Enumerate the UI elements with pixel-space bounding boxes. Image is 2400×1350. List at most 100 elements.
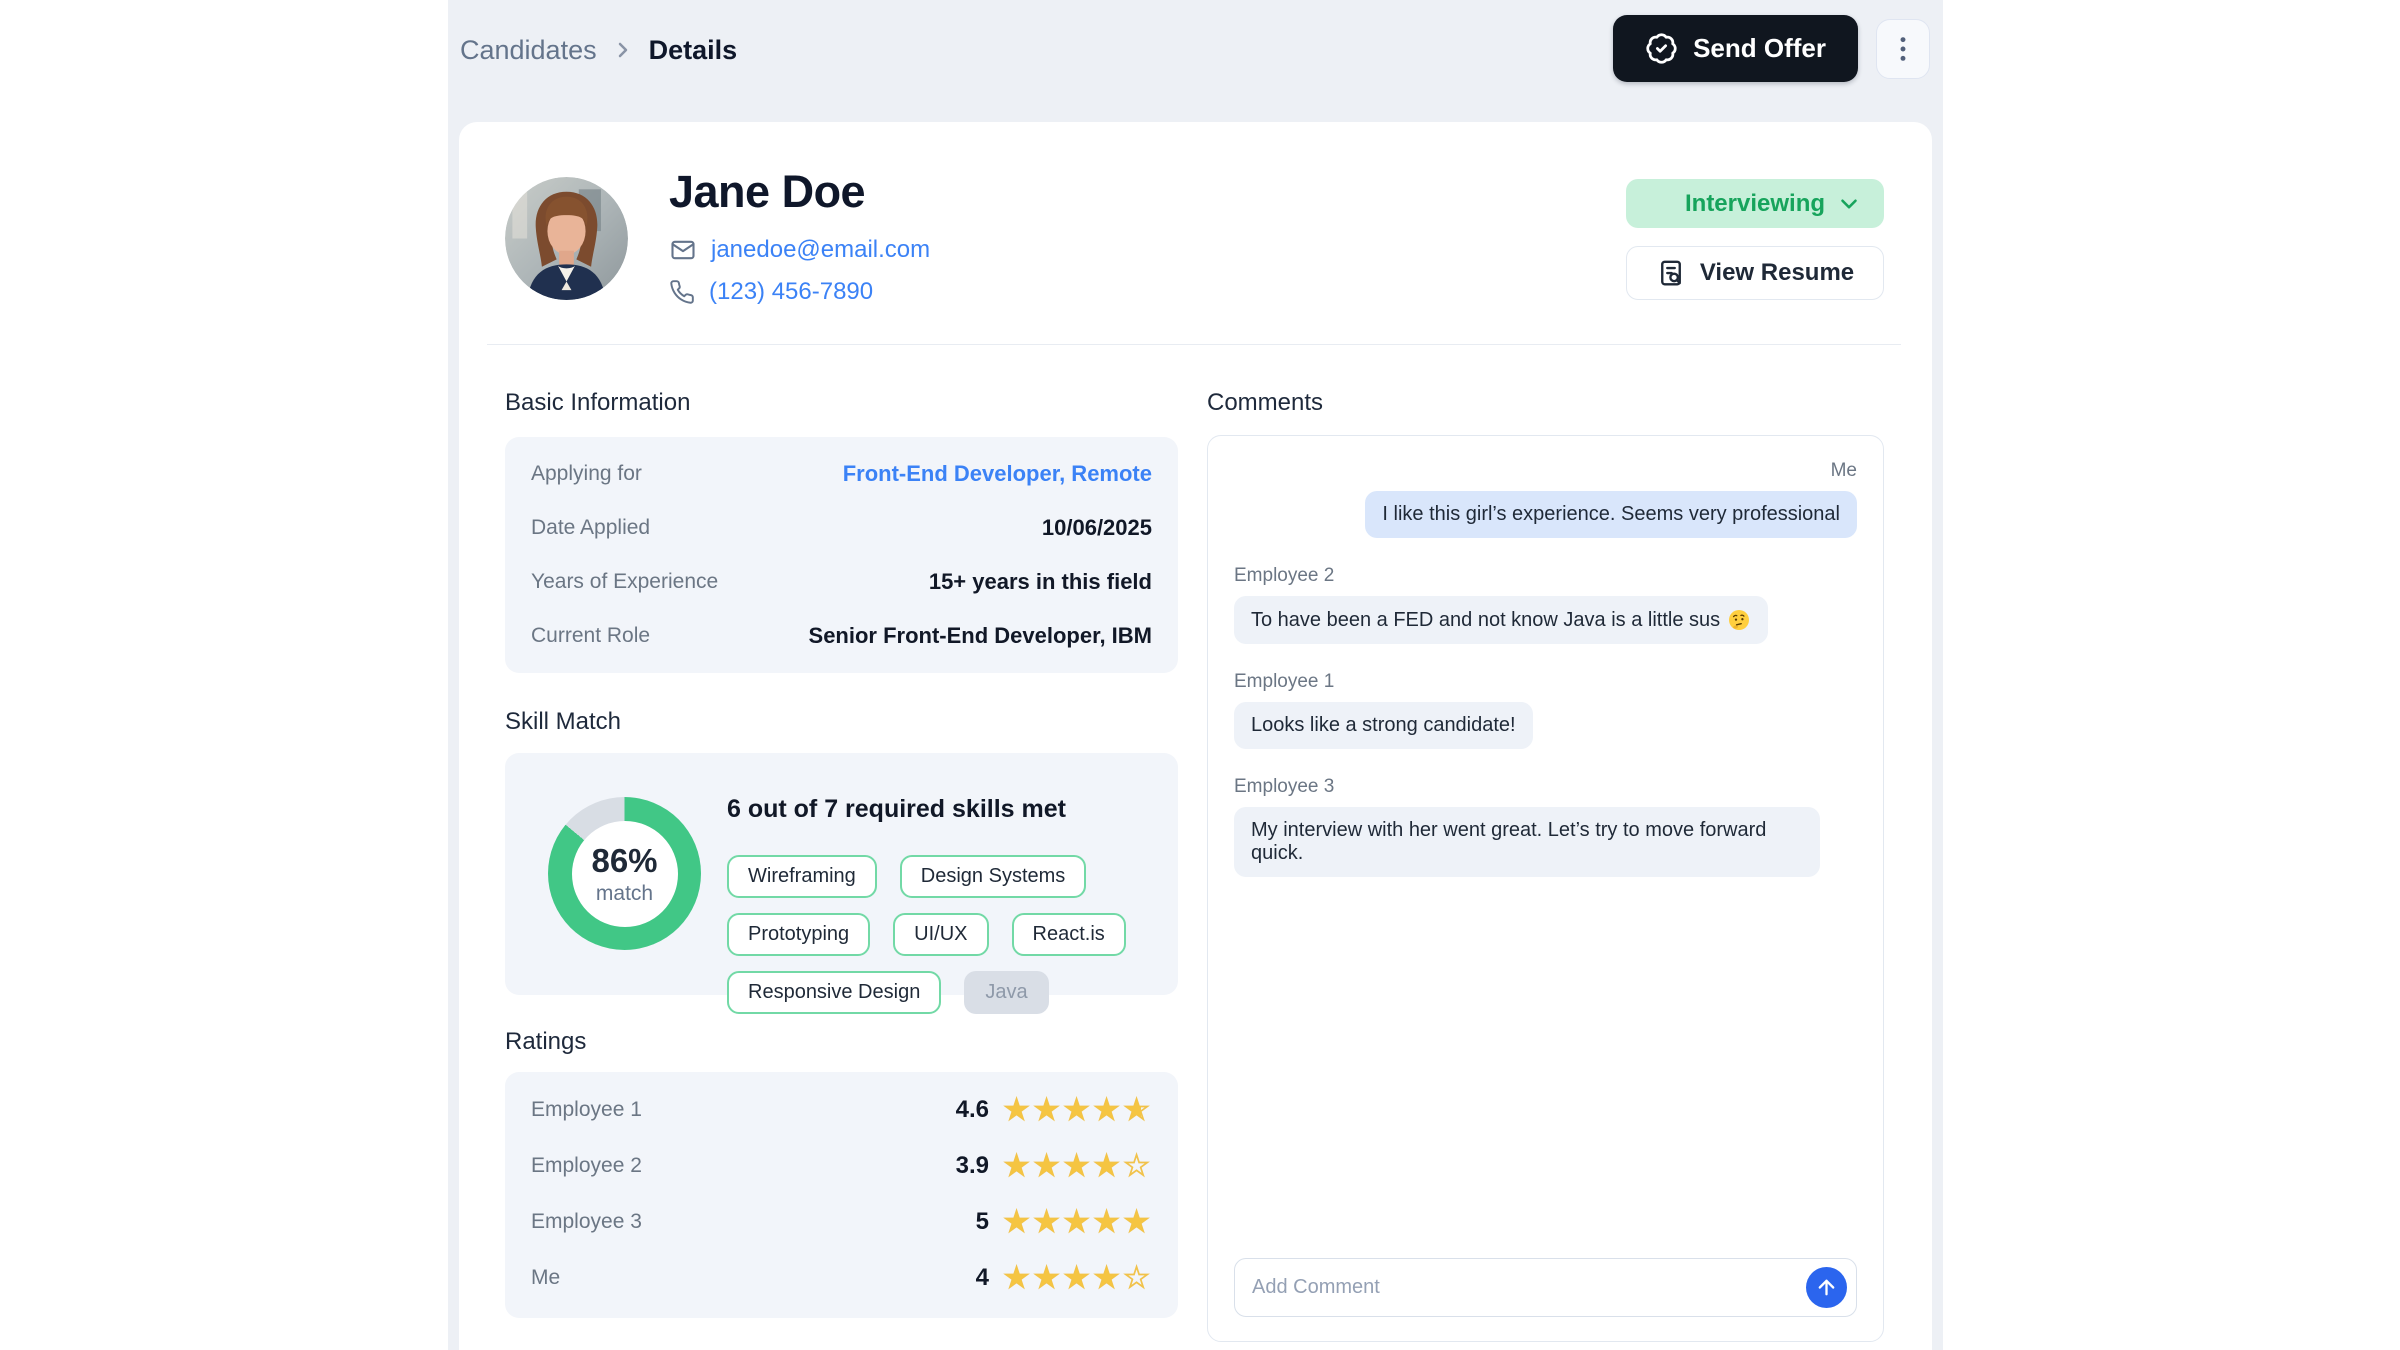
star-icon: ★★ [1063,1150,1090,1182]
star-icon: ★★ [1033,1262,1060,1294]
avatar [505,177,628,300]
contact-info: janedoe@email.com (123) 456-7890 [669,234,930,308]
star-icon: ★★ [1123,1150,1150,1182]
star-icon: ★★ [1093,1094,1120,1126]
left-column: Basic Information Applying for Front-End… [505,367,1178,1350]
star-rating: ★★★★★★★★★★ [1003,1150,1152,1182]
star-icon: ★★ [1033,1094,1060,1126]
match-label: match [595,881,654,905]
rating-row: Employee 1 4.6 ★ ★ ★ ★ ★ ★ ★ ★ ★ ★ [505,1082,1178,1138]
donut-center: 86% match [571,820,678,927]
star-icon: ★★ [1063,1262,1090,1294]
rating-row: Employee 2 3.9 ★★★★★★★★★★ [505,1138,1178,1194]
info-value[interactable]: Front-End Developer, Remote [842,461,1152,486]
ratings-card: Employee 1 4.6 ★ ★ ★ ★ ★ ★ ★ ★ ★ ★ Employee 2 3.9… [505,1072,1178,1318]
star-rating: ★★★★★★★★★★ [1003,1262,1152,1294]
star-icon: ★★ [1063,1206,1090,1238]
comments-title: Comments [1207,389,1324,416]
chevron-right-icon [618,42,627,58]
skill-summary: 6 out of 7 required skills met [727,795,1066,823]
skill-match-donut: 86% match [548,797,701,950]
email-link[interactable]: janedoe@email.com [711,236,931,263]
star-icon: ★★ [1123,1262,1150,1294]
skill-chip: Java [964,971,1049,1014]
star-icon: ★★ [1093,1206,1120,1238]
comment-bubble: I like this girl’s experience. Seems ver… [1365,491,1857,538]
star-icon: ★★ [1033,1150,1060,1182]
rating-author: Me [531,1266,561,1289]
view-resume-button[interactable]: View Resume [1626,246,1884,300]
more-options-button[interactable] [1876,18,1930,79]
chevron-down-icon [1841,199,1857,209]
comment-author: Me [1830,460,1857,481]
rating-author: Employee 2 [531,1154,642,1177]
rating-value: 5 [975,1208,989,1235]
phone-row: (123) 456-7890 [669,276,930,308]
info-row: Date Applied 10/06/2025 [505,501,1178,555]
rating-author: Employee 3 [531,1210,642,1233]
view-resume-label: View Resume [1699,259,1855,286]
breadcrumb-current: Details [648,34,738,65]
arrow-up-icon [1818,1279,1835,1296]
match-percent: 86% [591,841,658,879]
comment-bubble: Looks like a strong candidate! [1234,702,1533,749]
info-label: Date Applied [531,516,651,539]
comment-text: My interview with her went great. Let’s … [1251,819,1767,864]
comment: Employee 3 My interview with her went gr… [1234,776,1857,877]
comments-panel: Me I like this girl’s experience. Seems … [1207,435,1884,1342]
skill-chip: UI/UX [893,913,989,956]
badge-check-icon [1646,33,1677,64]
comment: Employee 1 Looks like a strong candidate… [1234,671,1857,749]
star-rating: ★★★★★★★★★★ [1003,1094,1152,1126]
info-label: Applying for [531,462,642,485]
comment-input-wrapper [1234,1258,1857,1317]
right-column: Comments Me I like this girl’s experienc… [1207,367,1884,1350]
ratings-title: Ratings [505,1028,587,1055]
skill-chip: Design Systems [899,855,1087,898]
breadcrumb-candidates[interactable]: Candidates [460,34,597,65]
rating-value: 4.6 [955,1096,989,1123]
comment-author: Employee 2 [1234,565,1335,586]
skill-chip: Responsive Design [727,971,942,1014]
star-icon: ★★ [1063,1094,1090,1126]
rating-value: 4 [975,1264,989,1291]
comment: Me I like this girl’s experience. Seems … [1234,460,1857,538]
phone-link[interactable]: (123) 456-7890 [709,278,874,305]
phone-icon [670,280,694,304]
star-icon: ★★ [1123,1206,1150,1238]
breadcrumb: Candidates Details [460,32,737,68]
star-icon: ★★ [1003,1206,1030,1238]
comment-bubble: My interview with her went great. Let’s … [1234,807,1820,877]
comments-list: Me I like this girl’s experience. Seems … [1234,460,1857,877]
add-comment-input[interactable] [1252,1276,1806,1299]
kebab-icon [1900,36,1906,61]
avatar-photo [505,177,628,300]
star-icon: ★★ [1003,1094,1030,1126]
send-offer-button[interactable]: Send Offer [1613,15,1858,82]
info-row: Current Role Senior Front-End Developer,… [505,609,1178,663]
info-value: 10/06/2025 [1041,515,1152,540]
skill-chip: Prototyping [727,913,871,956]
rating-row: Me 4 ★★★★★★★★★★ [505,1250,1178,1306]
star-icon: ★★ [1093,1262,1120,1294]
comment: Employee 2 To have been a FED and not kn… [1234,565,1857,644]
skill-details: 6 out of 7 required skills met Wireframi… [727,795,1156,1014]
comment-bubble: To have been a FED and not know Java is … [1234,596,1769,644]
rating-row: Employee 3 5 ★ ★ ★ ★ ★ ★ ★ ★ ★ ★ [505,1194,1178,1250]
send-offer-label: Send Offer [1693,33,1826,63]
send-comment-button[interactable] [1806,1267,1847,1308]
comment-text: To have been a FED and not know Java is … [1251,608,1721,631]
info-value: 15+ years in this field [928,569,1152,594]
star-icon: ★★ [1003,1262,1030,1294]
info-label: Years of Experience [531,570,719,593]
mail-icon [671,240,695,260]
skill-chip: React.is [1011,913,1126,956]
basic-info-card: Applying for Front-End Developer, Remote… [505,437,1178,673]
comment-text: Looks like a strong candidate! [1251,714,1516,736]
status-dropdown[interactable]: Interviewing [1626,179,1884,228]
topbar-actions: Send Offer [1613,15,1930,82]
thinking-face-emoji [1729,610,1750,630]
info-row: Years of Experience 15+ years in this fi… [505,555,1178,609]
comment-author: Employee 1 [1234,671,1335,692]
candidate-card: Jane Doe janedoe@email.com (123) 456-789… [459,122,1932,1350]
